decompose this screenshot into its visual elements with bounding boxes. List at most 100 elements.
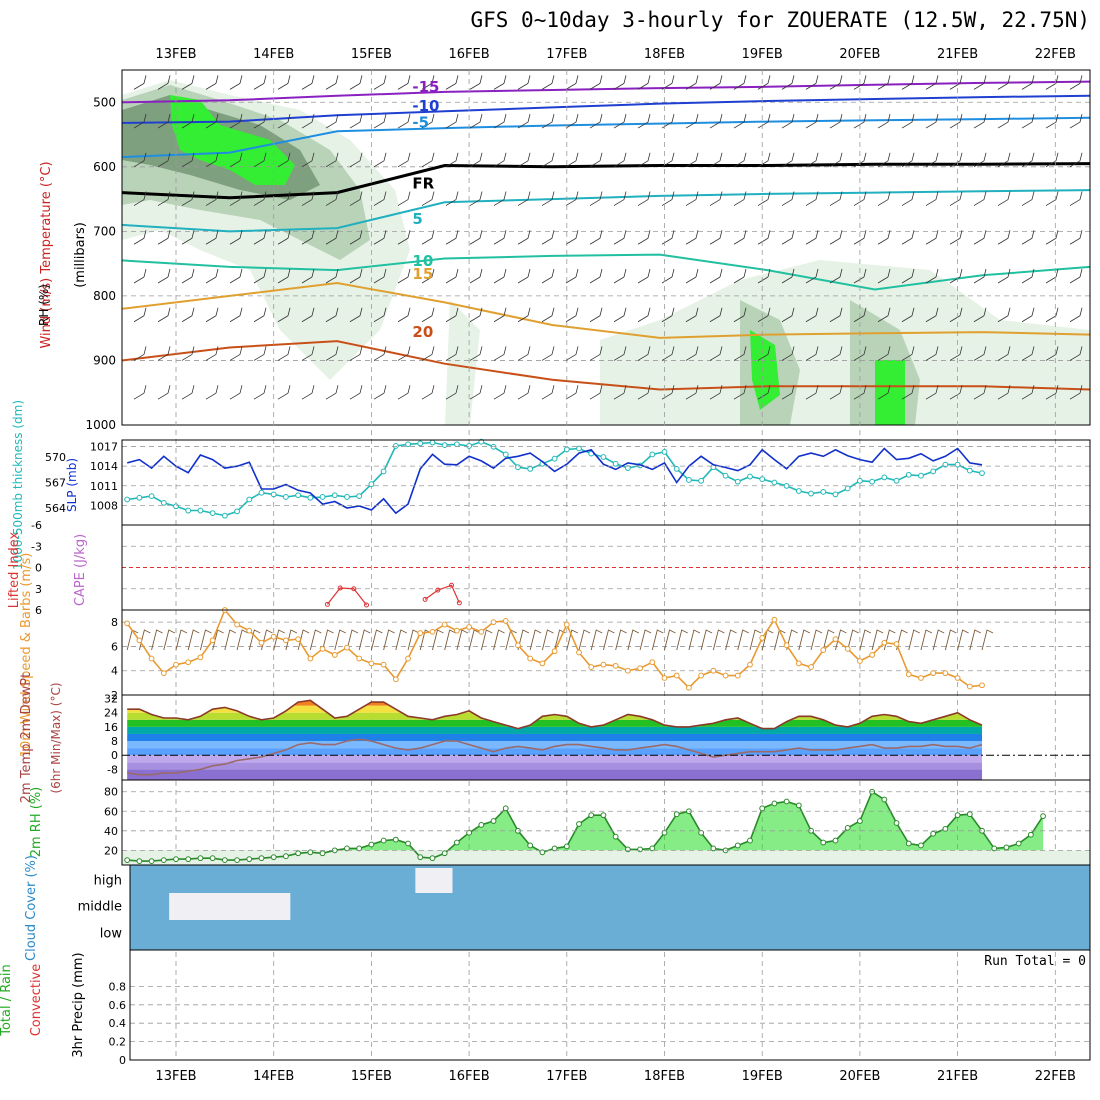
wind-barb [445,268,459,284]
rh2m-line-point [942,825,949,832]
surface-wind-barb [395,629,408,651]
wind-barb [565,113,579,129]
wind-barb [133,75,147,90]
surface-wind-barb [432,629,444,651]
rh2m-line-point [270,854,277,861]
wind-speed-line-point [979,682,985,689]
wind-barb [709,268,723,284]
day-label-bottom: 14FEB [253,1069,294,1084]
wind-barb [877,268,891,284]
thickness-line-point [405,441,411,448]
thickness-line-point [441,442,448,449]
wind-barb [781,113,795,129]
wind-barb [661,307,675,323]
lifted-index-point [364,602,370,608]
wind-barb [229,75,243,90]
wind-barb [925,113,939,129]
wind-barb [973,230,987,245]
precip-run-total: Run Total = 0 [984,954,1086,969]
thickness-line-point [832,491,839,498]
wind-barb [925,268,939,284]
rh2m-line-point [1027,831,1034,838]
precip-axis-label-total: Total / Rain [0,964,14,1037]
wind-barb [301,307,315,323]
wind-barb [301,75,315,90]
wind-barb [661,113,675,129]
li-tick-label: 6 [35,604,42,617]
surface-wind-barb [163,629,175,651]
wind-barb [349,113,363,129]
wind-barb [565,191,579,206]
wind-barb [1045,191,1059,206]
wind-barb [229,307,243,323]
wind-barb [1021,268,1035,284]
wind-barb [589,268,603,284]
surface-wind-barb [871,629,884,651]
rh2m-line-point [918,842,924,849]
wind-speed-line-point [478,628,485,635]
wind-barb [829,385,843,400]
wind-barb [949,191,963,206]
wind-barb [565,346,579,361]
wind-barb [613,307,627,323]
wind-speed-line-point [869,652,876,658]
surface-wind-barb [578,629,591,651]
wind-barb [349,268,363,284]
surface-wind-barb [297,629,310,651]
surface-wind-barb [285,629,298,651]
thickness-line [127,440,983,517]
rh2m-line-point [173,856,179,863]
wind-barb [637,346,651,361]
wind-barb [397,75,411,90]
surface-wind-barb [725,629,737,651]
wind-barb [205,230,219,245]
wind-barb [781,152,795,168]
wind-barb [661,230,675,245]
wind-barb [277,346,291,361]
pressure-tick-label: 500 [93,95,116,109]
wind-barb [541,75,555,90]
slp-panel-frame [121,439,1091,526]
wind-barb [397,346,411,361]
day-label-bottom: 19FEB [742,1069,783,1084]
wind-speed-line-point [380,661,387,668]
wind-barb [541,385,555,400]
wind-barb [445,152,459,168]
wind-barb [781,346,795,361]
rh2m-line-point [319,850,326,857]
thickness-line-point [930,468,937,475]
wind-speed-line-point [808,664,814,670]
rh2m-line-point [966,811,973,818]
wind-barb [445,191,459,206]
surface-wind-barb [700,629,713,651]
rh2m-axis-label: 2m RH (%) [29,787,44,858]
thickness-line-point [270,491,277,498]
wind-barb [925,230,939,245]
thickness-line-point [979,470,985,477]
slp-tick-label: 1008 [90,499,118,512]
wind-barb [853,75,867,90]
wind-barb [229,346,243,361]
rh2m-line-point [820,839,827,846]
wind-barb [301,346,315,361]
wind-barb [445,385,459,400]
lifted-index-point [351,586,357,592]
wind-barb [685,268,699,284]
surface-wind-barb [187,629,200,651]
thickness-line-point [893,477,900,484]
surface-wind-barb [749,629,762,651]
wind-speed-line-point [673,672,680,679]
thickness-line-point [759,476,766,483]
wind-barb [565,230,579,245]
wind-barb [325,113,339,129]
temp-axis-label-unit: (6hr Min/Max) (°C) [49,682,63,793]
wind-barb [949,268,963,284]
pressure-tick-label: 800 [93,289,116,303]
wind-barb [685,307,699,323]
wind-barb [589,191,603,206]
wind-barb [925,191,939,206]
wind-barb [373,268,387,284]
wind-barb [877,113,891,129]
wind-barb [181,346,195,361]
wind-barb [157,268,171,284]
